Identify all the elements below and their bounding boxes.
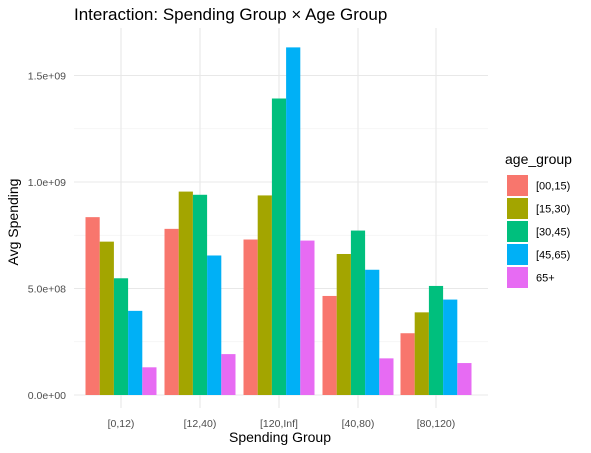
bar bbox=[379, 358, 394, 395]
bar bbox=[257, 195, 272, 395]
legend-key bbox=[507, 221, 528, 242]
legend-key bbox=[507, 244, 528, 265]
bar bbox=[365, 269, 380, 395]
legend-title: age_group bbox=[505, 151, 572, 167]
bar bbox=[142, 367, 157, 395]
bar bbox=[85, 217, 100, 395]
x-tick-label: [80,120) bbox=[417, 418, 456, 430]
legend-label: 65+ bbox=[536, 273, 555, 285]
bar bbox=[457, 363, 472, 395]
bar bbox=[322, 295, 337, 395]
y-axis-label: Avg Spending bbox=[5, 179, 21, 266]
bar bbox=[336, 253, 351, 395]
y-tick-label: 0.0e+00 bbox=[28, 390, 66, 402]
bar bbox=[300, 240, 315, 395]
bar bbox=[271, 98, 287, 395]
x-tick-label: [0,12) bbox=[108, 418, 135, 430]
x-tick-label: [12,40) bbox=[184, 418, 217, 430]
legend-key bbox=[507, 267, 528, 288]
legend-items: [00,15) [15,30) [30,45) [45,65) 65+ bbox=[507, 175, 570, 288]
x-tick-label: [120,Inf] bbox=[260, 418, 298, 430]
bar bbox=[400, 333, 415, 395]
bars bbox=[85, 47, 472, 395]
chart-title: Interaction: Spending Group × Age Group bbox=[74, 5, 387, 24]
y-tick-label: 5.0e+08 bbox=[28, 284, 66, 296]
legend-key bbox=[507, 198, 528, 219]
y-tick-label: 1.5e+09 bbox=[28, 71, 66, 83]
legend-label: [45,65) bbox=[536, 250, 570, 262]
bar bbox=[221, 354, 236, 395]
bar bbox=[286, 47, 301, 395]
legend-label: [30,45) bbox=[536, 227, 570, 239]
bar bbox=[443, 299, 458, 395]
legend-key bbox=[507, 175, 528, 196]
x-axis-label: Spending Group bbox=[229, 429, 331, 445]
bar bbox=[99, 241, 114, 395]
y-tick-label: 1.0e+09 bbox=[28, 177, 66, 189]
y-axis-ticks: 0.0e+00 5.0e+08 1.0e+09 1.5e+09 bbox=[28, 71, 66, 403]
legend: age_group [00,15) [15,30) [30,45) [45,65) 65… bbox=[505, 151, 572, 288]
bar bbox=[164, 228, 179, 395]
bar bbox=[350, 230, 366, 395]
bar bbox=[178, 191, 193, 395]
bar bbox=[128, 310, 143, 395]
bar bbox=[192, 194, 208, 395]
bar bbox=[428, 285, 444, 395]
legend-label: [00,15) bbox=[536, 181, 570, 193]
bar bbox=[414, 312, 429, 395]
bar bbox=[243, 239, 258, 395]
bar bbox=[207, 255, 222, 395]
x-axis-ticks: [0,12) [12,40) [120,Inf] [40,80) [80,120) bbox=[108, 418, 456, 430]
legend-label: [15,30) bbox=[536, 204, 570, 216]
x-tick-label: [40,80) bbox=[342, 418, 375, 430]
bar bbox=[113, 278, 129, 395]
